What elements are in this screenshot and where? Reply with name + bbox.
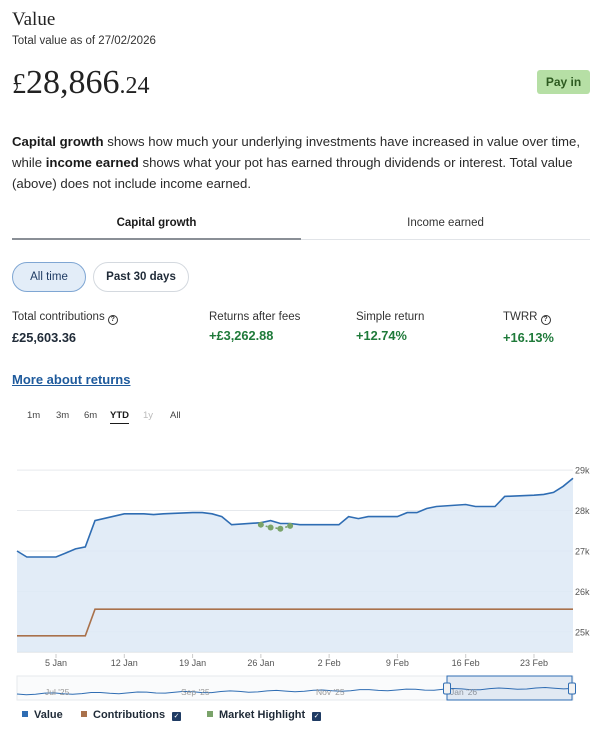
period-past-30-days-button[interactable]: Past 30 days: [93, 262, 189, 292]
range-1m[interactable]: 1m: [27, 410, 41, 421]
currency-symbol: £: [12, 69, 26, 100]
navigator-line: [16, 686, 574, 696]
navigator-selection: [446, 675, 573, 701]
navigator-label: Sep '25: [181, 687, 210, 697]
tab-capital-growth[interactable]: Capital growth: [12, 210, 301, 240]
x-tick-label: 19 Jan: [179, 658, 206, 668]
pay-in-button[interactable]: Pay in: [537, 70, 590, 94]
legend-market-highlight[interactable]: Market Highlight ✓: [207, 709, 322, 721]
contributions-line: [17, 608, 573, 637]
range-all[interactable]: All: [170, 410, 181, 421]
stat-value: £25,603.36: [12, 330, 77, 345]
capital-growth-term: Capital growth: [12, 134, 104, 149]
description: Capital growth shows how much your under…: [12, 134, 581, 191]
navigator-track: [16, 675, 574, 701]
growth-tabs: Capital growth Income earned: [12, 210, 590, 240]
amount-decimal: .24: [119, 73, 150, 99]
amount-main: 28,866: [26, 64, 120, 101]
period-all-time-button[interactable]: All time: [12, 262, 86, 292]
stat-value: +12.74%: [356, 328, 407, 343]
x-tick-label: 9 Feb: [386, 658, 409, 668]
info-icon[interactable]: ?: [107, 315, 118, 325]
more-about-returns-link[interactable]: More about returns: [12, 372, 131, 387]
stat-total-contributions: Total contributions? £25,603.36: [12, 311, 118, 345]
x-tick-label: 12 Jan: [111, 658, 138, 668]
x-tick-label: 5 Jan: [45, 658, 67, 668]
legend-swatch: [81, 711, 87, 717]
info-icon[interactable]: ?: [540, 315, 551, 325]
legend-value[interactable]: Value: [22, 709, 63, 721]
x-tick-label: 16 Feb: [452, 658, 480, 668]
legend-swatch: [22, 711, 28, 717]
y-tick-label: 28k: [575, 506, 590, 516]
range-1y: 1y: [143, 410, 154, 421]
total-value: £28,866.24: [12, 64, 150, 102]
stat-value: +£3,262.88: [209, 328, 274, 343]
stat-returns-after-fees: Returns after fees +£3,262.88: [209, 311, 301, 343]
stat-twrr: TWRR? +16.13%: [503, 311, 554, 345]
navigator-label: Nov '25: [316, 687, 345, 697]
legend-contributions[interactable]: Contributions ✓: [81, 709, 182, 721]
tab-income-earned[interactable]: Income earned: [407, 217, 484, 229]
y-tick-label: 29k: [575, 466, 590, 476]
navigator-handle[interactable]: [443, 682, 451, 695]
x-tick-label: 23 Feb: [520, 658, 548, 668]
range-ytd[interactable]: YTD: [110, 410, 129, 424]
market-highlight-point: [287, 522, 294, 529]
range-3m[interactable]: 3m: [56, 410, 70, 421]
navigator-handle[interactable]: [568, 682, 576, 695]
range-6m[interactable]: 6m: [84, 410, 98, 421]
checkbox-checked-icon[interactable]: ✓: [312, 712, 322, 721]
stat-simple-return: Simple return +12.74%: [356, 311, 425, 343]
navigator-label: Jul '25: [45, 687, 70, 697]
market-highlight-point: [267, 524, 274, 531]
legend-swatch: [207, 711, 213, 717]
market-highlight-line: [260, 523, 291, 530]
income-earned-term: income earned: [45, 155, 139, 170]
checkbox-checked-icon[interactable]: ✓: [172, 712, 182, 721]
market-highlight-point: [257, 521, 264, 528]
y-tick-label: 25k: [575, 627, 590, 637]
x-tick-label: 26 Jan: [247, 658, 274, 668]
market-highlight-point: [277, 525, 284, 532]
stat-value: +16.13%: [503, 330, 554, 345]
value-date: Total value as of 27/02/2026: [12, 35, 156, 47]
y-tick-label: 26k: [575, 587, 590, 597]
value-area: [17, 478, 573, 652]
navigator-label: Jan '26: [450, 687, 477, 697]
y-tick-label: 27k: [575, 546, 590, 556]
page-title: Value: [12, 9, 56, 30]
value-line: [16, 477, 574, 558]
x-tick-label: 2 Feb: [318, 658, 341, 668]
